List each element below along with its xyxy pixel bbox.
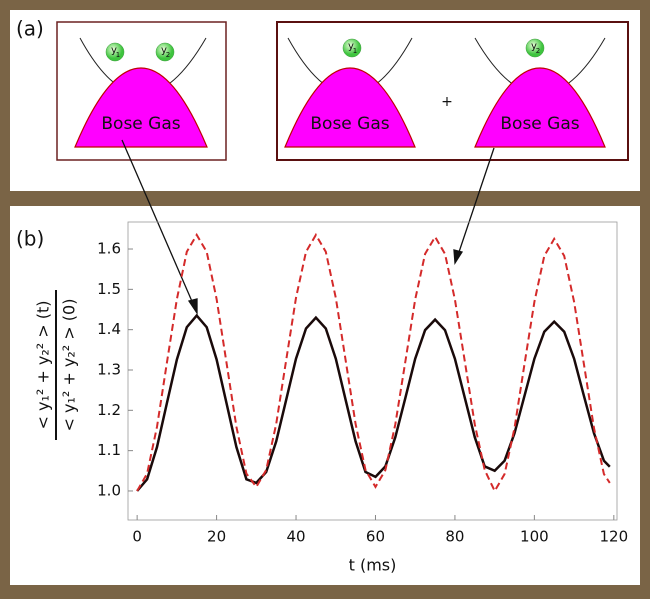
y-tick-label: 1.4 [97, 320, 121, 338]
solid-line [136, 313, 611, 492]
y-tick-label: 1.0 [97, 481, 121, 499]
particle-sub: 2 [166, 51, 170, 59]
x-axis-label: t (ms) [349, 556, 397, 575]
gas-label: Bose Gas [101, 114, 180, 134]
box [276, 21, 629, 161]
x-tick-label: 60 [366, 528, 385, 546]
panel-label: (a) [16, 17, 44, 41]
y-label-den: < y₁² + y₂² > (0) [60, 299, 79, 432]
gas-label: Bose Gas [310, 114, 389, 134]
particle-label: y [161, 45, 167, 56]
particle-label: y [348, 41, 354, 52]
arrows [121, 139, 495, 316]
x-tick-label: 0 [132, 528, 142, 546]
x-tick-label: 120 [600, 528, 629, 546]
particle [105, 42, 125, 62]
particle-sub: 1 [116, 51, 120, 59]
particle [155, 42, 175, 62]
y-tick-label: 1.1 [97, 441, 121, 459]
y-tick-label: 1.6 [97, 240, 121, 258]
particle-sub: 2 [536, 47, 540, 55]
particle [342, 38, 362, 58]
panel-label: (b) [16, 227, 44, 251]
particle-label: y [531, 41, 537, 52]
x-tick-label: 20 [207, 528, 226, 546]
x-tick-label: 100 [520, 528, 549, 546]
plot-frame [127, 221, 618, 521]
particle [525, 38, 545, 58]
particle-label: y [111, 45, 117, 56]
y-tick-label: 1.5 [97, 280, 121, 298]
particle-sub: 1 [353, 47, 357, 55]
gas-clouds [74, 67, 606, 148]
y-tick-label: 1.3 [97, 360, 121, 378]
box [56, 21, 227, 161]
dashed-line [136, 232, 611, 494]
x-tick-label: 80 [445, 528, 464, 546]
plus: + [441, 94, 453, 110]
panel-b-bg [10, 206, 640, 585]
x-tick-label: 40 [286, 528, 305, 546]
gas-label: Bose Gas [500, 114, 579, 134]
y-label-num: < y₁² + y₂² > (t) [34, 301, 53, 430]
y-tick-label: 1.2 [97, 401, 121, 419]
